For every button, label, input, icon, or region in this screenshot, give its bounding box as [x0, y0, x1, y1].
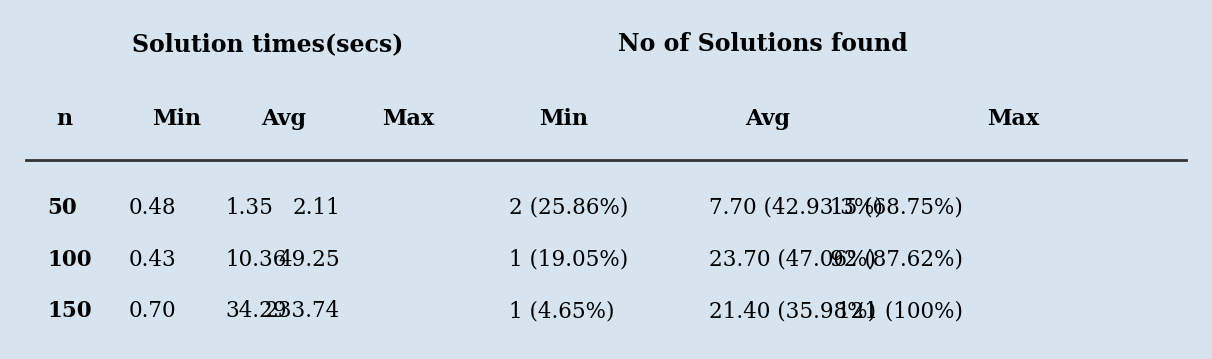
Text: 10.36: 10.36 — [225, 249, 286, 271]
Text: Avg: Avg — [262, 108, 307, 130]
Text: 2 (25.86%): 2 (25.86%) — [509, 197, 629, 219]
Text: 1 (19.05%): 1 (19.05%) — [509, 249, 629, 271]
Text: Max: Max — [382, 108, 434, 130]
Text: 233.74: 233.74 — [264, 300, 341, 322]
Text: 0.43: 0.43 — [128, 249, 176, 271]
Text: Avg: Avg — [745, 108, 790, 130]
Text: 23.70 (47.06%): 23.70 (47.06%) — [709, 249, 875, 271]
Text: 92 (87.62%): 92 (87.62%) — [830, 249, 962, 271]
Text: Min: Min — [539, 108, 589, 130]
Text: 15 (68.75%): 15 (68.75%) — [830, 197, 962, 219]
Text: 1 (4.65%): 1 (4.65%) — [509, 300, 614, 322]
Text: 0.70: 0.70 — [128, 300, 176, 322]
Text: 100: 100 — [47, 249, 92, 271]
Text: 21.40 (35.98%): 21.40 (35.98%) — [709, 300, 876, 322]
Text: Solution times(secs): Solution times(secs) — [132, 32, 404, 56]
Text: 1.35: 1.35 — [225, 197, 273, 219]
Text: 121 (100%): 121 (100%) — [836, 300, 962, 322]
Text: 2.11: 2.11 — [292, 197, 341, 219]
Text: Min: Min — [153, 108, 201, 130]
Text: 49.25: 49.25 — [279, 249, 341, 271]
Text: 7.70 (42.93.3%): 7.70 (42.93.3%) — [709, 197, 882, 219]
Text: 150: 150 — [47, 300, 92, 322]
Text: 34.29: 34.29 — [225, 300, 287, 322]
Text: 0.48: 0.48 — [128, 197, 176, 219]
Text: 50: 50 — [47, 197, 78, 219]
Text: n: n — [56, 108, 72, 130]
Text: No of Solutions found: No of Solutions found — [618, 32, 908, 56]
Text: Max: Max — [987, 108, 1039, 130]
